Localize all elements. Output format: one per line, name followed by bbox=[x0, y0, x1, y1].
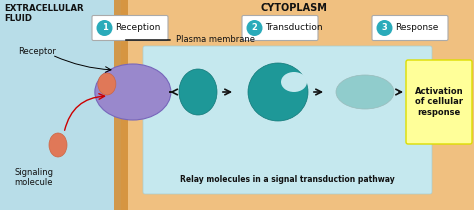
Bar bbox=[114, 0, 128, 210]
FancyBboxPatch shape bbox=[92, 16, 168, 41]
Text: Response: Response bbox=[395, 24, 439, 33]
Text: Receptor: Receptor bbox=[18, 47, 56, 56]
Text: 3: 3 bbox=[382, 24, 387, 33]
Circle shape bbox=[376, 20, 392, 36]
Ellipse shape bbox=[98, 73, 116, 95]
Text: Relay molecules in a signal transduction pathway: Relay molecules in a signal transduction… bbox=[180, 175, 395, 184]
FancyBboxPatch shape bbox=[406, 60, 472, 144]
Text: Transduction: Transduction bbox=[265, 24, 323, 33]
Text: Plasma membrane: Plasma membrane bbox=[176, 35, 255, 45]
Ellipse shape bbox=[281, 72, 307, 92]
Text: Signaling
molecule: Signaling molecule bbox=[14, 168, 53, 187]
FancyBboxPatch shape bbox=[143, 46, 432, 194]
Text: 2: 2 bbox=[252, 24, 257, 33]
Ellipse shape bbox=[248, 63, 308, 121]
FancyBboxPatch shape bbox=[242, 16, 318, 41]
Ellipse shape bbox=[179, 69, 217, 115]
Ellipse shape bbox=[95, 64, 171, 120]
Ellipse shape bbox=[49, 133, 67, 157]
Bar bbox=[121, 0, 474, 210]
Text: Reception: Reception bbox=[116, 24, 161, 33]
Text: CYTOPLASM: CYTOPLASM bbox=[260, 3, 328, 13]
Text: 1: 1 bbox=[101, 24, 108, 33]
Text: EXTRACELLULAR
FLUID: EXTRACELLULAR FLUID bbox=[4, 4, 83, 23]
Circle shape bbox=[97, 20, 112, 36]
Circle shape bbox=[246, 20, 263, 36]
FancyBboxPatch shape bbox=[372, 16, 448, 41]
Ellipse shape bbox=[336, 75, 394, 109]
Text: Activation
of cellular
response: Activation of cellular response bbox=[415, 87, 463, 117]
Bar bbox=[0, 0, 121, 210]
